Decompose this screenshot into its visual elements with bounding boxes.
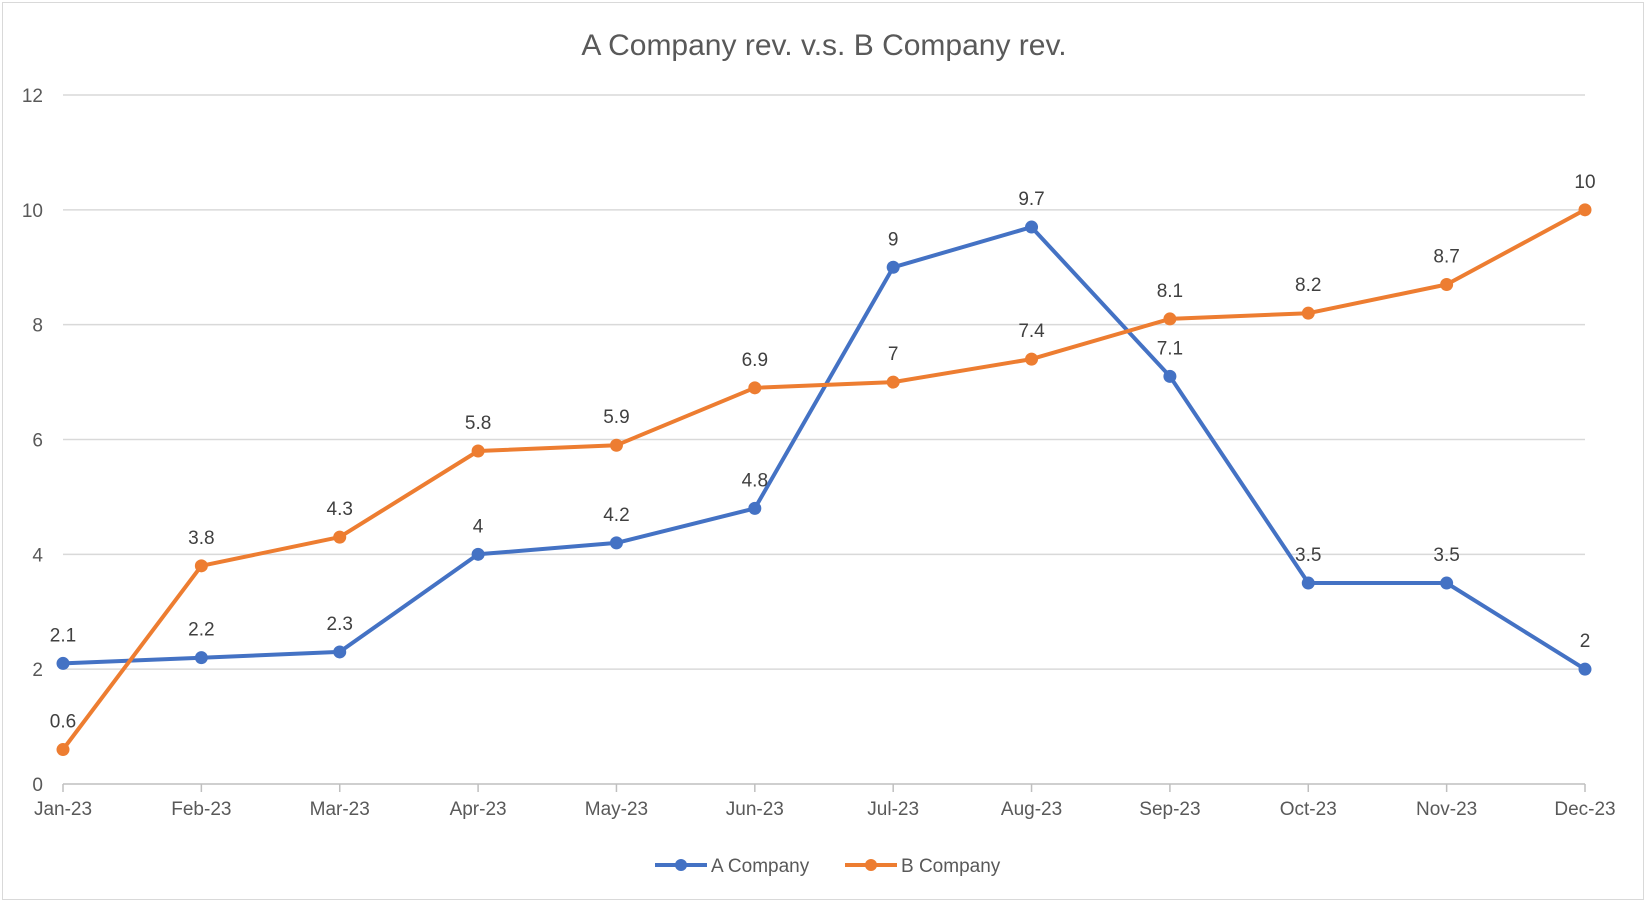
x-tick-jan-23: Jan-23: [34, 799, 92, 820]
point-b-company-sep-23[interactable]: [1163, 312, 1177, 326]
data-label-b-company-apr-23: 5.8: [465, 413, 491, 434]
data-label-a-company-aug-23: 9.7: [1018, 189, 1044, 210]
point-a-company-jan-23[interactable]: [56, 656, 70, 670]
data-label-b-company-nov-23: 8.7: [1433, 246, 1459, 267]
data-label-b-company-mar-23: 4.3: [327, 499, 353, 520]
series-line-b-company: [61, 207, 1587, 752]
y-tick-6: 6: [32, 431, 43, 452]
series-line-a-company: [61, 225, 1587, 672]
legend-item-b-company[interactable]: B Company: [845, 856, 1001, 877]
point-a-company-jul-23[interactable]: [886, 260, 900, 274]
point-b-company-may-23[interactable]: [609, 438, 623, 452]
data-label-b-company-aug-23: 7.4: [1018, 321, 1045, 342]
x-axis-ticks: Jan-23 Feb-23 Mar-23 Apr-23 May-23 Jun-23 Jul-…: [34, 784, 1616, 820]
y-tick-8: 8: [32, 316, 43, 337]
y-tick-0: 0: [32, 775, 43, 796]
point-a-company-nov-23[interactable]: [1440, 576, 1454, 590]
point-b-company-oct-23[interactable]: [1301, 306, 1315, 320]
y-axis-ticks: 0 2 4 6 8 10 12: [22, 86, 44, 796]
data-label-a-company-nov-23: 3.5: [1433, 545, 1459, 566]
point-b-company-feb-23[interactable]: [194, 559, 208, 573]
data-label-b-company-jun-23: 6.9: [742, 350, 768, 371]
x-tick-apr-23: Apr-23: [450, 799, 507, 820]
x-tick-sep-23: Sep-23: [1139, 799, 1200, 820]
point-b-company-mar-23[interactable]: [333, 530, 347, 544]
point-a-company-jun-23[interactable]: [748, 501, 762, 515]
point-a-company-apr-23[interactable]: [471, 547, 485, 561]
y-tick-2: 2: [32, 660, 43, 681]
legend-label-a-company: A Company: [711, 856, 810, 877]
data-labels: 2.1 2.2 2.3 4 4.2 4.8 9 9.7 7.1 3.5 3.5 2 0.6 3.8 4.3 5…: [50, 172, 1596, 733]
data-label-a-company-jun-23: 4.8: [742, 470, 768, 491]
legend-item-a-company[interactable]: A Company: [655, 856, 810, 877]
point-b-company-aug-23[interactable]: [1025, 352, 1039, 366]
data-label-a-company-jan-23: 2.1: [50, 625, 76, 646]
chart-title: A Company rev. v.s. B Company rev.: [581, 29, 1066, 62]
x-tick-feb-23: Feb-23: [171, 799, 231, 820]
point-b-company-jan-23[interactable]: [56, 743, 70, 757]
data-label-a-company-mar-23: 2.3: [327, 614, 353, 635]
data-label-b-company-may-23: 5.9: [603, 407, 629, 428]
data-label-b-company-jul-23: 7: [888, 344, 899, 365]
x-tick-oct-23: Oct-23: [1280, 799, 1337, 820]
y-tick-4: 4: [32, 545, 43, 566]
gridlines: [63, 94, 1585, 670]
data-label-a-company-apr-23: 4: [473, 516, 484, 537]
data-label-b-company-sep-23: 8.1: [1157, 281, 1183, 302]
data-label-a-company-oct-23: 3.5: [1295, 545, 1321, 566]
point-a-company-dec-23[interactable]: [1578, 662, 1592, 676]
legend: A Company B Company: [655, 856, 1001, 877]
legend-marker-a-company: [675, 859, 687, 871]
legend-label-b-company: B Company: [901, 856, 1001, 877]
point-a-company-aug-23[interactable]: [1025, 220, 1039, 234]
x-tick-jun-23: Jun-23: [726, 799, 784, 820]
point-a-company-oct-23[interactable]: [1301, 576, 1315, 590]
x-tick-dec-23: Dec-23: [1554, 799, 1615, 820]
line-chart: A Company rev. v.s. B Company rev. 0 2 4 6 8…: [22, 29, 1616, 877]
data-label-a-company-jul-23: 9: [888, 229, 899, 250]
x-tick-mar-23: Mar-23: [310, 799, 370, 820]
data-label-a-company-may-23: 4.2: [603, 505, 629, 526]
point-b-company-jul-23[interactable]: [886, 375, 900, 389]
series-lines: [56, 203, 1592, 757]
data-label-a-company-feb-23: 2.2: [188, 620, 214, 641]
x-tick-may-23: May-23: [585, 799, 648, 820]
point-b-company-apr-23[interactable]: [471, 444, 485, 458]
x-tick-aug-23: Aug-23: [1001, 799, 1062, 820]
legend-marker-b-company: [865, 859, 877, 871]
y-tick-10: 10: [22, 201, 43, 222]
x-tick-jul-23: Jul-23: [867, 799, 919, 820]
data-label-b-company-feb-23: 3.8: [188, 528, 214, 549]
point-a-company-sep-23[interactable]: [1163, 369, 1177, 383]
point-b-company-jun-23[interactable]: [748, 381, 762, 395]
data-label-b-company-jan-23: 0.6: [50, 712, 76, 733]
data-label-a-company-dec-23: 2: [1580, 631, 1591, 652]
point-b-company-dec-23[interactable]: [1578, 203, 1592, 217]
point-a-company-mar-23[interactable]: [333, 645, 347, 659]
point-a-company-feb-23[interactable]: [194, 651, 208, 665]
data-label-b-company-oct-23: 8.2: [1295, 275, 1321, 296]
data-label-b-company-dec-23: 10: [1574, 172, 1595, 193]
y-tick-12: 12: [22, 86, 43, 107]
point-a-company-may-23[interactable]: [609, 536, 623, 550]
data-label-a-company-sep-23: 7.1: [1157, 338, 1183, 359]
x-tick-nov-23: Nov-23: [1416, 799, 1477, 820]
point-b-company-nov-23[interactable]: [1440, 277, 1454, 291]
